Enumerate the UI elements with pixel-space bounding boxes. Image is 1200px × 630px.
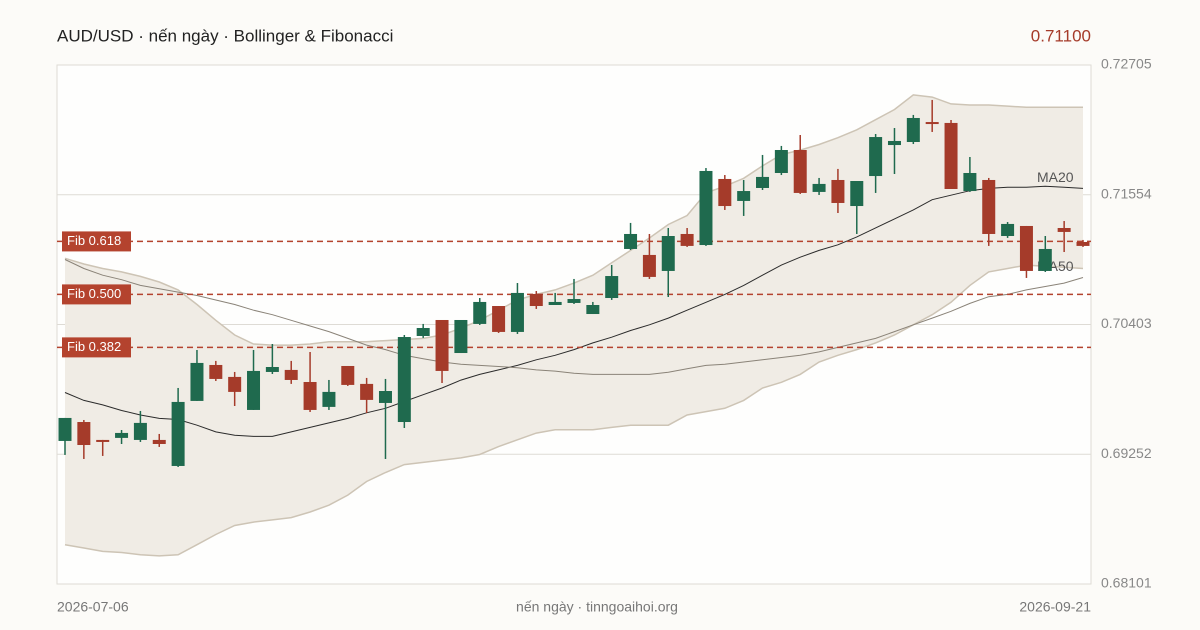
candle-body [737, 191, 751, 201]
candle-body [548, 301, 562, 305]
candle-body [284, 369, 298, 380]
candle-body [247, 370, 261, 410]
candle-body [58, 417, 72, 441]
candle-body [586, 304, 600, 315]
candle-body [605, 276, 619, 299]
fib-label-box [62, 284, 131, 305]
candle-body [774, 149, 788, 173]
candle-body [341, 365, 355, 385]
candle-body [793, 149, 807, 193]
candle-body [510, 292, 524, 332]
y-tick-label: 0.70403 [1101, 315, 1152, 331]
fib-label-box [62, 337, 131, 358]
candle-body [1001, 223, 1015, 237]
candle-body [77, 422, 91, 446]
candle-body [850, 180, 864, 207]
source: nến ngày · tinngoaihoi.org [516, 599, 678, 615]
ma-label: MA20 [1037, 169, 1074, 185]
fib-label: Fib 0.618 [67, 233, 121, 248]
candle-body [661, 236, 675, 271]
candle-body [397, 337, 411, 423]
fib-label: Fib 0.500 [67, 286, 121, 301]
candle-body [322, 391, 336, 407]
candle-body [756, 176, 770, 188]
candle-body [360, 383, 374, 400]
candle-body [718, 178, 732, 207]
y-tick-label: 0.68101 [1101, 575, 1152, 591]
last-price: 0.71100 [1031, 26, 1091, 45]
fib-label-box [62, 231, 131, 252]
candle-body [963, 172, 977, 192]
ma-line [64, 259, 1084, 375]
x-end-label: 2026-09-21 [1019, 599, 1091, 615]
candle-body [115, 432, 129, 438]
candle-body [567, 299, 581, 303]
candle-body [680, 233, 694, 246]
candle-body [906, 117, 920, 142]
candle-body [1038, 248, 1052, 271]
candle-body [887, 140, 901, 146]
candle-body [303, 381, 317, 410]
candle-body [1057, 228, 1071, 232]
candle-body [454, 319, 468, 354]
candle-body [133, 422, 147, 440]
fib-label: Fib 0.382 [67, 339, 121, 354]
candle-body [1019, 225, 1033, 271]
candle-body [473, 301, 487, 324]
ma-line [64, 185, 1084, 437]
candle-body [869, 137, 883, 177]
band-fill [65, 94, 1083, 556]
candle-body [642, 254, 656, 277]
candle-body [492, 306, 506, 332]
x-start-label: 2026-07-06 [57, 599, 129, 615]
candle-body [171, 401, 185, 466]
candle-body [416, 327, 430, 336]
candle-body [982, 179, 996, 234]
y-tick-label: 0.69252 [1101, 445, 1152, 461]
candle-body [378, 391, 392, 403]
candle-body [529, 293, 543, 307]
candle-body [1076, 241, 1090, 246]
candle-body [265, 366, 279, 372]
candle-body [96, 439, 110, 442]
candle-body [624, 233, 638, 249]
candle-body [435, 319, 449, 371]
chart-title: AUD/USD · nến ngày · Bollinger & Fibonac… [57, 26, 393, 45]
candle-body [699, 170, 713, 246]
candle-body [228, 376, 242, 392]
candle-body [944, 122, 958, 190]
candle-body [812, 183, 826, 192]
y-tick-label: 0.71554 [1101, 185, 1152, 201]
y-tick-label: 0.72705 [1101, 56, 1152, 72]
candle-body [831, 179, 845, 203]
candle-body [152, 439, 166, 444]
candle-body [190, 362, 204, 401]
candle-body [925, 122, 939, 125]
candle-body [209, 364, 223, 379]
